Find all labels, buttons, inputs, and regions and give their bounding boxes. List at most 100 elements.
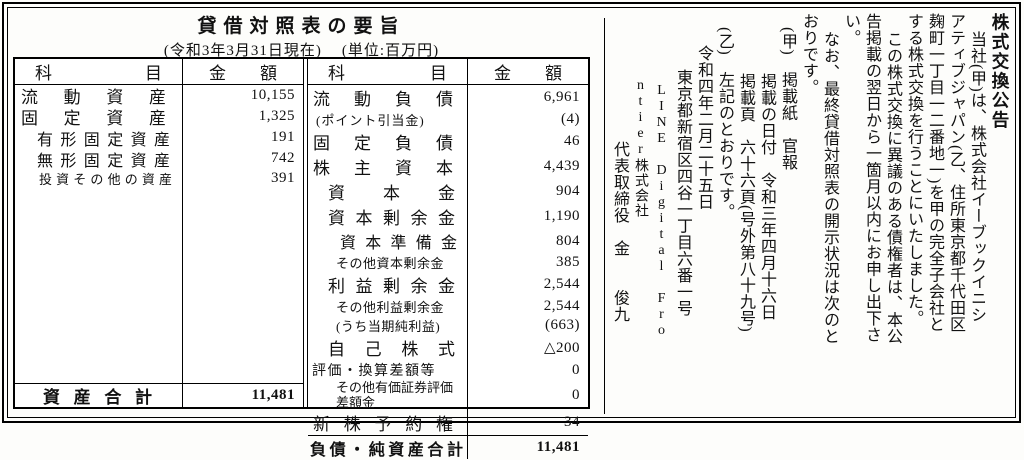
account-cell: 評価・換算差額等 bbox=[308, 360, 468, 380]
account-label: 固定負債 bbox=[313, 134, 453, 153]
table-row: 利益剰余金 2,544 bbox=[308, 272, 588, 297]
total-label: 資産合計 bbox=[43, 388, 152, 407]
account-cell: 無形固定資産 bbox=[15, 148, 183, 170]
amount-cell: 2,544 bbox=[468, 297, 588, 316]
notice-text-section: 株式交換公告 当社(甲)は、株式会社イーブックイニシ アティブジャパン(乙、住所東京… bbox=[611, 13, 1010, 419]
spacer-row bbox=[15, 188, 303, 383]
table-row: 流動負債 6,961 bbox=[308, 85, 588, 110]
notice-line: 麹町一丁目一二番地一)を甲の完全子会社と bbox=[926, 13, 943, 333]
account-label: 利益剰余金 bbox=[328, 277, 455, 296]
account-label: 資本剰余金 bbox=[328, 209, 455, 228]
account-label: 株主資本 bbox=[313, 159, 453, 178]
account-label: (うち当期純利益) bbox=[336, 319, 441, 334]
notice-line: 代表取締役 金 俊九 bbox=[611, 141, 628, 323]
total-label: 負債・純資産合計 bbox=[310, 441, 463, 459]
amount-value: 46 bbox=[564, 133, 580, 149]
account-cell: 株主資本 bbox=[308, 154, 468, 179]
amount-cell: 391 bbox=[183, 169, 303, 188]
amount-value: 2,544 bbox=[543, 298, 580, 314]
amount-cell: 191 bbox=[183, 127, 303, 148]
account-cell: (うち当期純利益) bbox=[308, 316, 468, 335]
section-divider-line bbox=[604, 18, 605, 414]
amount-cell: 0 bbox=[468, 360, 588, 380]
amount-cell: 804 bbox=[468, 229, 588, 253]
account-cell: 投資その他の資産 bbox=[15, 169, 183, 188]
header-account-label: 科目 bbox=[328, 64, 447, 83]
table-row: 流動資産 10,155 bbox=[15, 85, 303, 107]
amount-value: 1,325 bbox=[258, 108, 295, 124]
table-row: 固定資産 1,325 bbox=[15, 106, 303, 128]
total-row: 資産合計 11,481 bbox=[15, 383, 303, 407]
notice-line: 令和四年二月二十五日 bbox=[695, 45, 712, 210]
header-amount-cell: 金額 bbox=[183, 59, 303, 84]
account-label: 流動資産 bbox=[21, 88, 166, 107]
amount-cell: 46 bbox=[468, 129, 588, 154]
notice-line: この株式交換に異議のある債権者は、本公 bbox=[884, 31, 901, 345]
amount-cell: 34 bbox=[468, 410, 588, 435]
table-row: その他利益剰余金 2,544 bbox=[308, 297, 588, 316]
total-value: 11,481 bbox=[251, 387, 295, 403]
account-cell: 固定負債 bbox=[308, 129, 468, 154]
header-amount-label: 金額 bbox=[209, 64, 277, 83]
account-label: (ポイント引当金) bbox=[316, 113, 425, 128]
notice-line: おりです。 bbox=[800, 13, 817, 96]
notice-line: い。 bbox=[842, 13, 859, 46]
amount-cell: 904 bbox=[468, 179, 588, 204]
account-label: 有形固定資産 bbox=[37, 131, 170, 149]
amount-cell: 2,544 bbox=[468, 272, 588, 297]
amount-cell: (663) bbox=[468, 316, 588, 335]
table-row: その他資本剰余金 385 bbox=[308, 253, 588, 272]
table-row: 新株予約権 34 bbox=[308, 410, 588, 435]
amount-cell: (4) bbox=[468, 110, 588, 129]
amount-cell: 742 bbox=[183, 148, 303, 169]
table-row: その他有価証券評価差額金 0 bbox=[308, 380, 588, 410]
notice-line: 掲載の日付 令和三年四月十六日 bbox=[758, 73, 775, 321]
table-row: 有形固定資産 191 bbox=[15, 127, 303, 149]
header-amount-cell: 金額 bbox=[468, 59, 588, 84]
amount-value: 0 bbox=[572, 386, 580, 403]
notice-line: (乙) 左記のとおりです。 bbox=[716, 27, 733, 221]
total-row: 負債・純資産合計 11,481 bbox=[308, 435, 588, 459]
balance-sheet-date: (令和3年3月31日現在) bbox=[163, 43, 322, 59]
outer-border bbox=[2, 2, 1021, 423]
notice-title: 株式交換公告 bbox=[990, 13, 1010, 130]
header-account-cell: 科目 bbox=[308, 59, 468, 84]
inner-border bbox=[7, 7, 1016, 418]
header-amount-label: 金額 bbox=[494, 64, 562, 83]
table-row: 資本剰余金 1,190 bbox=[308, 204, 588, 229]
notice-line: 東京都新宿区四谷一丁目六番一号 bbox=[674, 69, 691, 317]
table-row: 投資その他の資産 391 bbox=[15, 169, 303, 188]
amount-cell: 4,439 bbox=[468, 154, 588, 179]
liabilities-half: 科目 金額流動負債 6,961 (ポイント引当金) (4) 固定負債 46 株主資本 4,439… bbox=[307, 59, 588, 459]
amount-cell: 6,961 bbox=[468, 85, 588, 110]
notice-line: ntier株式会社 bbox=[633, 78, 648, 218]
account-label: 自己株式 bbox=[328, 340, 455, 359]
amount-cell: 0 bbox=[468, 380, 588, 410]
spacer-account-cell bbox=[15, 188, 183, 383]
amount-value: 6,961 bbox=[543, 89, 580, 105]
amount-value: 10,155 bbox=[250, 87, 295, 103]
balance-sheet-unit: (単位:百万円) bbox=[341, 43, 440, 59]
table-row: 資本金 904 bbox=[308, 179, 588, 204]
spacer-amount-cell bbox=[183, 188, 303, 383]
table-header-row: 科目 金額 bbox=[15, 59, 303, 85]
account-cell: その他資本剰余金 bbox=[308, 253, 468, 272]
table-row: 自己株式 △200 bbox=[308, 335, 588, 360]
amount-value: 391 bbox=[271, 170, 295, 186]
notice-line: なお、最終貸借対照表の開示状況は次のと bbox=[821, 31, 838, 345]
table-row: 評価・換算差額等 0 bbox=[308, 360, 588, 380]
balance-sheet-title: 貸借対照表の要旨 bbox=[197, 16, 406, 37]
total-amount-cell: 11,481 bbox=[183, 384, 303, 407]
notice-line: アティブジャパン(乙、住所東京都千代田区 bbox=[947, 13, 964, 333]
balance-sheet-subtitle: (令和3年3月31日現在) (単位:百万円) bbox=[13, 39, 590, 60]
account-cell: その他有価証券評価差額金 bbox=[308, 380, 468, 410]
account-label: その他利益剰余金 bbox=[336, 300, 445, 315]
account-label: 資本金 bbox=[328, 184, 455, 203]
account-cell: 有形固定資産 bbox=[15, 127, 183, 149]
amount-value: 904 bbox=[556, 183, 580, 199]
amount-value: 4,439 bbox=[543, 158, 580, 174]
account-cell: 資本準備金 bbox=[308, 229, 468, 253]
table-row: 資本準備金 804 bbox=[308, 229, 588, 253]
amount-cell: 1,325 bbox=[183, 106, 303, 127]
total-amount-cell: 11,481 bbox=[468, 436, 588, 459]
